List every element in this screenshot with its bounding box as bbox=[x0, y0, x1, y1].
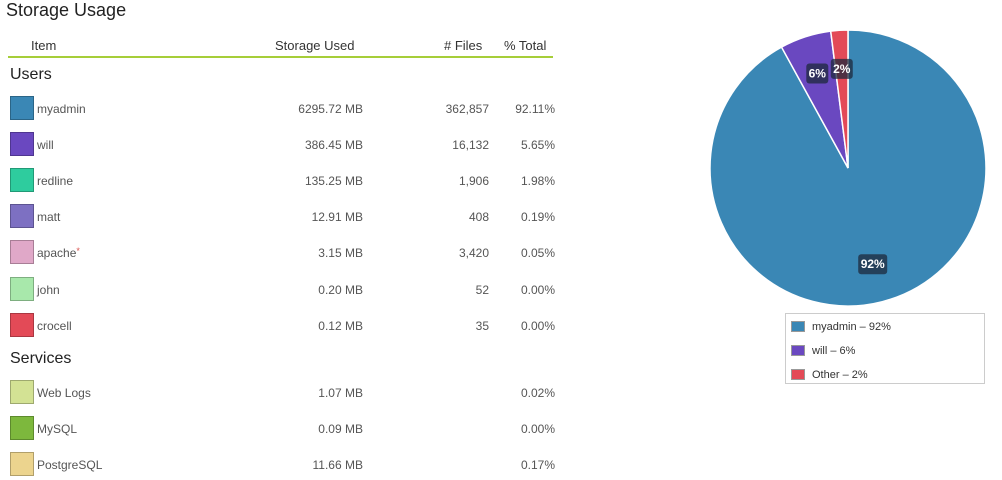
storage-pie-chart: 92% 6% 2% bbox=[709, 29, 987, 307]
legend-label: will – 6% bbox=[812, 345, 856, 357]
legend-swatch bbox=[791, 345, 805, 356]
table-row[interactable]: apache* 3.15 MB 3,420 0.05% bbox=[10, 240, 560, 266]
item-name: john bbox=[37, 283, 60, 297]
item-name: matt bbox=[37, 210, 61, 224]
table-row[interactable]: Web Logs 1.07 MB 0.02% bbox=[10, 380, 560, 406]
pie-slice-label: 92% bbox=[858, 254, 888, 275]
item-name: redline bbox=[37, 174, 74, 188]
percent-total-value: 0.00% bbox=[520, 319, 555, 333]
table-row[interactable]: MySQL 0.09 MB 0.00% bbox=[10, 416, 560, 442]
storage-used-value: 3.15 MB bbox=[318, 246, 363, 260]
storage-used-value: 386.45 MB bbox=[304, 138, 363, 152]
file-count-value: 3,420 bbox=[458, 246, 489, 260]
column-header-files[interactable]: # Files bbox=[444, 38, 483, 53]
storage-used-value: 0.09 MB bbox=[318, 422, 363, 436]
percent-total-value: 0.00% bbox=[520, 283, 555, 297]
file-count-value: 1,906 bbox=[458, 174, 489, 188]
table-row[interactable]: PostgreSQL 11.66 MB 0.17% bbox=[10, 452, 560, 478]
color-swatch bbox=[10, 380, 34, 404]
item-name: PostgreSQL bbox=[37, 458, 103, 472]
color-swatch bbox=[10, 204, 34, 228]
file-count-value: 35 bbox=[475, 319, 489, 333]
storage-used-value: 12.91 MB bbox=[311, 210, 363, 224]
file-count-value: 408 bbox=[468, 210, 489, 224]
table-row[interactable]: matt 12.91 MB 408 0.19% bbox=[10, 204, 560, 230]
storage-used-value: 11.66 MB bbox=[312, 458, 363, 472]
percent-total-value: 92.11% bbox=[515, 102, 555, 116]
legend-label: myadmin – 92% bbox=[812, 321, 891, 333]
item-name: will bbox=[37, 138, 54, 152]
item-name: apache* bbox=[37, 246, 80, 260]
file-count-value: 16,132 bbox=[452, 138, 489, 152]
table-header: Item Storage Used # Files % Total bbox=[8, 36, 553, 58]
legend-label: Other – 2% bbox=[812, 369, 868, 381]
color-swatch bbox=[10, 416, 34, 440]
percent-total-value: 0.00% bbox=[520, 422, 555, 436]
pie-slice-myadmin[interactable] bbox=[709, 29, 987, 307]
storage-used-value: 135.25 MB bbox=[304, 174, 363, 188]
table-row[interactable]: myadmin 6295.72 MB 362,857 92.11% bbox=[10, 96, 560, 122]
legend-swatch bbox=[791, 321, 805, 332]
storage-used-value: 1.07 MB bbox=[318, 386, 363, 400]
table-row[interactable]: john 0.20 MB 52 0.00% bbox=[10, 277, 560, 303]
svg-text:2%: 2% bbox=[833, 62, 851, 76]
file-count-value: 362,857 bbox=[445, 102, 489, 116]
percent-total-value: 0.05% bbox=[520, 246, 555, 260]
item-name: MySQL bbox=[37, 422, 78, 436]
table-row[interactable]: crocell 0.12 MB 35 0.00% bbox=[10, 313, 560, 339]
color-swatch bbox=[10, 96, 34, 120]
color-swatch bbox=[10, 240, 34, 264]
section-heading-users: Users bbox=[10, 66, 52, 83]
item-name: myadmin bbox=[37, 102, 86, 116]
page-title: Storage Usage bbox=[6, 0, 127, 20]
svg-text:92%: 92% bbox=[861, 257, 885, 271]
color-swatch bbox=[10, 132, 34, 156]
required-marker: * bbox=[76, 246, 80, 256]
storage-used-value: 0.20 MB bbox=[318, 283, 363, 297]
item-name: Web Logs bbox=[37, 386, 91, 400]
svg-text:6%: 6% bbox=[809, 67, 827, 81]
storage-used-value: 0.12 MB bbox=[318, 319, 363, 333]
color-swatch bbox=[10, 277, 34, 301]
color-swatch bbox=[10, 168, 34, 192]
table-row[interactable]: redline 135.25 MB 1,906 1.98% bbox=[10, 168, 560, 194]
pie-slice-label: 2% bbox=[830, 58, 853, 79]
color-swatch bbox=[10, 452, 34, 476]
section-heading-services: Services bbox=[10, 350, 72, 367]
table-row[interactable]: will 386.45 MB 16,132 5.65% bbox=[10, 132, 560, 158]
pie-slice-label: 6% bbox=[806, 63, 829, 84]
column-header-item[interactable]: Item bbox=[31, 38, 57, 53]
color-swatch bbox=[10, 313, 34, 337]
file-count-value: 52 bbox=[475, 283, 489, 297]
percent-total-value: 1.98% bbox=[520, 174, 555, 188]
item-name: crocell bbox=[37, 319, 72, 333]
storage-used-value: 6295.72 MB bbox=[298, 102, 363, 116]
column-header-percent-total[interactable]: % Total bbox=[504, 38, 547, 53]
percent-total-value: 5.65% bbox=[520, 138, 555, 152]
percent-total-value: 0.17% bbox=[520, 458, 555, 472]
column-header-storage-used[interactable]: Storage Used bbox=[275, 38, 355, 53]
chart-legend: myadmin – 92% will – 6% Other – 2% bbox=[785, 313, 985, 384]
legend-swatch bbox=[791, 369, 805, 380]
percent-total-value: 0.02% bbox=[520, 386, 555, 400]
percent-total-value: 0.19% bbox=[520, 210, 555, 224]
